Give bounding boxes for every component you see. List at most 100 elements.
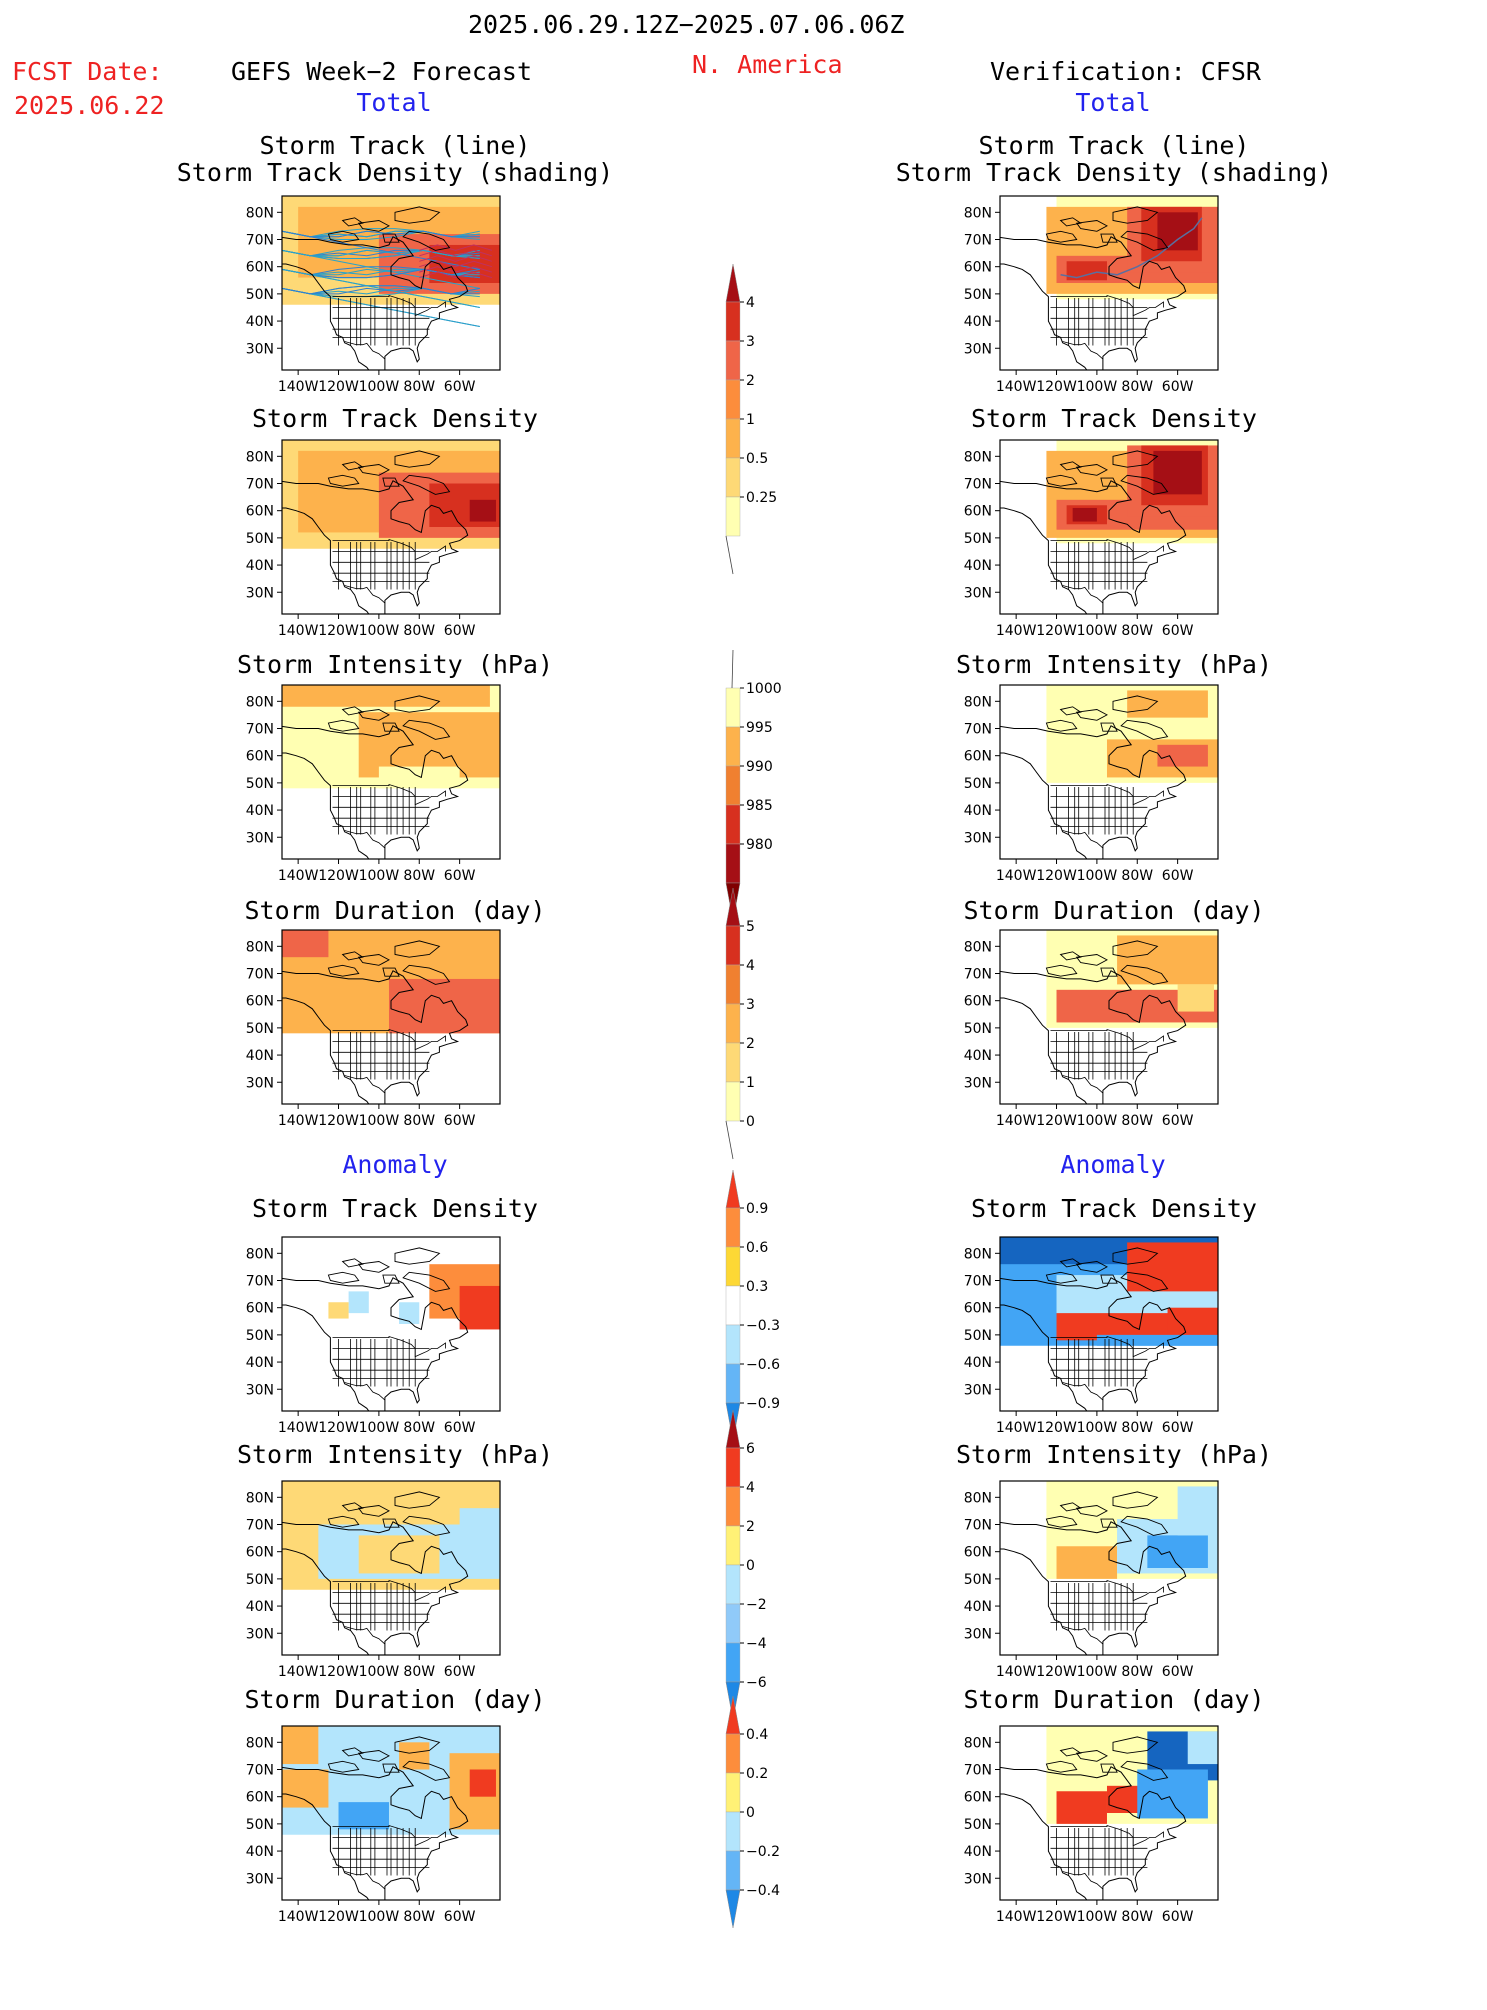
lon-label: 100W — [359, 623, 400, 639]
map-frame — [281, 439, 501, 615]
map-left-r3: 80N 70N 60N 50N 40N 30N 140W 120W 100W 80W 60W — [246, 684, 501, 891]
lon-label: 80W — [403, 1420, 435, 1436]
map-left-r6-svg: 80N 70N 60N 50N 40N 30N 140W 120W 100W 80W 60W — [246, 1480, 501, 1680]
left-r1-title-a: Storm Track (line) — [259, 131, 531, 160]
island-outline — [1059, 1747, 1082, 1757]
lat-label: 70N — [246, 233, 274, 249]
colorbar-label: −0.4 — [746, 1883, 780, 1899]
map-left-r6: 80N 70N 60N 50N 40N 30N 140W 120W 100W 80W 60W — [246, 1480, 501, 1687]
colorbar-label: 0.9 — [746, 1201, 768, 1217]
field-patch — [358, 1535, 440, 1574]
lat-label: 50N — [964, 1572, 992, 1588]
lat-label: 80N — [246, 205, 274, 221]
map-right-r6: 80N 70N 60N 50N 40N 30N 140W 120W 100W 80W 60W — [964, 1480, 1219, 1687]
lon-label: 60W — [1162, 1113, 1194, 1129]
island-outline — [382, 477, 400, 487]
colorbar-label: −0.6 — [746, 1357, 780, 1373]
island-outline — [1075, 220, 1108, 232]
colorbar-label: 1000 — [746, 681, 782, 697]
lon-label: 60W — [444, 623, 476, 639]
right-r7-title: Storm Duration (day) — [963, 1685, 1265, 1714]
map-right-r7-svg: 80N 70N 60N 50N 40N 30N 140W 120W 100W 80W 60W — [964, 1725, 1219, 1925]
island-outline — [402, 1760, 451, 1781]
lon-label: 100W — [359, 379, 400, 395]
coastline — [1000, 236, 1187, 370]
lat-label: 60N — [964, 504, 992, 520]
field-patch — [348, 1291, 369, 1314]
lon-label: 80W — [1121, 1664, 1153, 1680]
lon-label: 140W — [278, 1420, 319, 1436]
coastline — [282, 1766, 469, 1900]
island-outline — [327, 474, 360, 487]
field-patch — [469, 1769, 496, 1797]
lon-label: 120W — [318, 1909, 359, 1925]
island-outline — [402, 230, 451, 251]
island-outline — [1120, 474, 1169, 495]
field-patch — [459, 1508, 500, 1563]
colorbar-duration: 5 4 3 2 1 0 — [725, 887, 796, 1164]
map-left-r1-svg: 80N 70N 60N 50N 40N 30N 140W 120W 100W 80W 60W — [246, 195, 501, 395]
lon-label: 60W — [444, 1909, 476, 1925]
colorbar-label: 0.2 — [746, 1766, 768, 1782]
lat-label: 30N — [246, 1626, 274, 1642]
colorbar-box — [725, 1642, 741, 1683]
map-left-r3-svg: 80N 70N 60N 50N 40N 30N 140W 120W 100W 80W 60W — [246, 684, 501, 884]
lat-label: 80N — [246, 694, 274, 710]
colorbar-label: 2 — [746, 1519, 755, 1535]
lat-label: 30N — [964, 1075, 992, 1091]
lon-label: 60W — [444, 868, 476, 884]
left-r4-title: Storm Duration (day) — [244, 896, 546, 925]
storm-track-line — [419, 249, 493, 257]
island-outline — [1120, 719, 1169, 740]
lat-label: 80N — [246, 1735, 274, 1751]
colorbar-label: 1 — [746, 1075, 755, 1091]
colorbar-label: −0.3 — [746, 1318, 780, 1334]
lat-label: 40N — [964, 1048, 992, 1064]
map-right-r3-svg: 80N 70N 60N 50N 40N 30N 140W 120W 100W 80W 60W — [964, 684, 1219, 884]
island-outline — [327, 1515, 360, 1528]
lon-label: 140W — [996, 379, 1037, 395]
field-patch — [1177, 984, 1214, 1012]
map-frame — [999, 439, 1219, 615]
colorbar-label: 0 — [746, 1558, 755, 1574]
colorbar-box — [725, 1525, 741, 1566]
lon-label: 80W — [403, 868, 435, 884]
lat-label: 80N — [964, 694, 992, 710]
map-frame — [281, 684, 501, 860]
island-outline — [1045, 1271, 1078, 1284]
lon-label: 120W — [318, 1664, 359, 1680]
lon-label: 60W — [444, 1420, 476, 1436]
lat-label: 70N — [246, 1763, 274, 1779]
field-patch — [459, 1285, 500, 1330]
lat-label: 60N — [246, 504, 274, 520]
map-left-r4-svg: 80N 70N 60N 50N 40N 30N 140W 120W 100W 80W 60W — [246, 929, 501, 1129]
right-r1-title-b: Storm Track Density (shading) — [895, 158, 1333, 187]
lon-label: 80W — [403, 1113, 435, 1129]
colorbar-label: 2 — [746, 1036, 755, 1052]
lat-label: 80N — [246, 1490, 274, 1506]
colorbar-box — [725, 1363, 741, 1404]
lon-label: 80W — [403, 623, 435, 639]
map-right-r2-svg: 80N 70N 60N 50N 40N 30N 140W 120W 100W 80W 60W — [964, 439, 1219, 639]
left-r2-title: Storm Track Density — [252, 404, 538, 433]
colorbar-label: 5 — [746, 919, 755, 935]
map-left-r7: 80N 70N 60N 50N 40N 30N 140W 120W 100W 80W 60W — [246, 1725, 501, 1932]
storm-track-line — [282, 249, 480, 259]
lon-label: 140W — [996, 623, 1037, 639]
map-frame — [281, 1480, 501, 1656]
map-right-r4: 80N 70N 60N 50N 40N 30N 140W 120W 100W 80W 60W — [964, 929, 1219, 1136]
colorbar-arrow-top — [725, 263, 741, 303]
lon-label: 60W — [444, 1664, 476, 1680]
lat-label: 60N — [246, 749, 274, 765]
island-outline — [1120, 230, 1169, 251]
island-outline — [1059, 217, 1082, 227]
island-outline — [1075, 1505, 1108, 1517]
colorbar-box — [725, 964, 741, 1005]
lon-label: 100W — [359, 1420, 400, 1436]
storm-track-line — [282, 230, 480, 238]
coastline — [1000, 725, 1187, 859]
coastline — [282, 236, 469, 370]
lat-label: 60N — [964, 1545, 992, 1561]
island-outline — [327, 1760, 360, 1773]
island-outline — [357, 709, 390, 721]
